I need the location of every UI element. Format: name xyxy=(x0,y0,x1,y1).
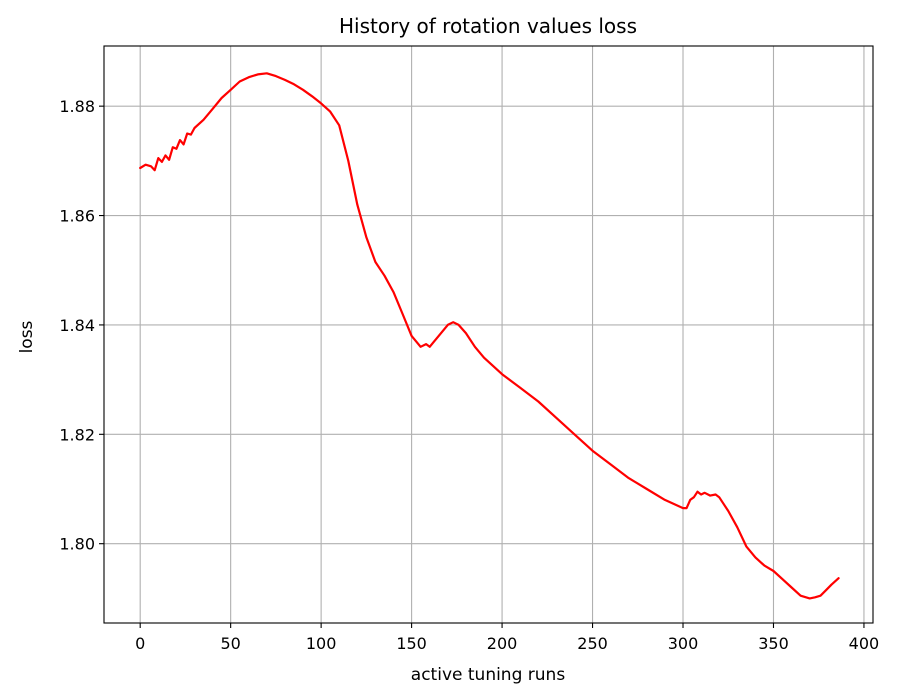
loss-series-line xyxy=(139,72,840,600)
x-axis-ticks: 0 50 100 150 200 250 300 350 400 xyxy=(135,623,879,653)
y-tick-label: 1.88 xyxy=(59,97,95,116)
x-tick-label: 250 xyxy=(577,634,608,653)
x-tick-label: 0 xyxy=(135,634,145,653)
y-tick-label: 1.82 xyxy=(59,425,95,444)
y-axis-ticks: 1.80 1.82 1.84 1.86 1.88 xyxy=(59,97,104,554)
plot-frame xyxy=(103,45,874,624)
x-tick-label: 300 xyxy=(668,634,699,653)
y-tick-label: 1.84 xyxy=(59,316,95,335)
x-tick-label: 200 xyxy=(487,634,518,653)
x-tick-label: 350 xyxy=(758,634,789,653)
grid-lines xyxy=(104,46,873,623)
x-tick-label: 400 xyxy=(849,634,880,653)
y-tick-label: 1.80 xyxy=(59,535,95,554)
chart-title: History of rotation values loss xyxy=(339,14,637,38)
series-layer xyxy=(139,72,840,600)
y-tick-label: 1.86 xyxy=(59,207,95,226)
x-tick-label: 100 xyxy=(306,634,337,653)
x-axis-label: active tuning runs xyxy=(411,665,566,685)
x-tick-label: 150 xyxy=(396,634,427,653)
y-axis-label: loss xyxy=(17,320,37,353)
x-tick-label: 50 xyxy=(220,634,240,653)
